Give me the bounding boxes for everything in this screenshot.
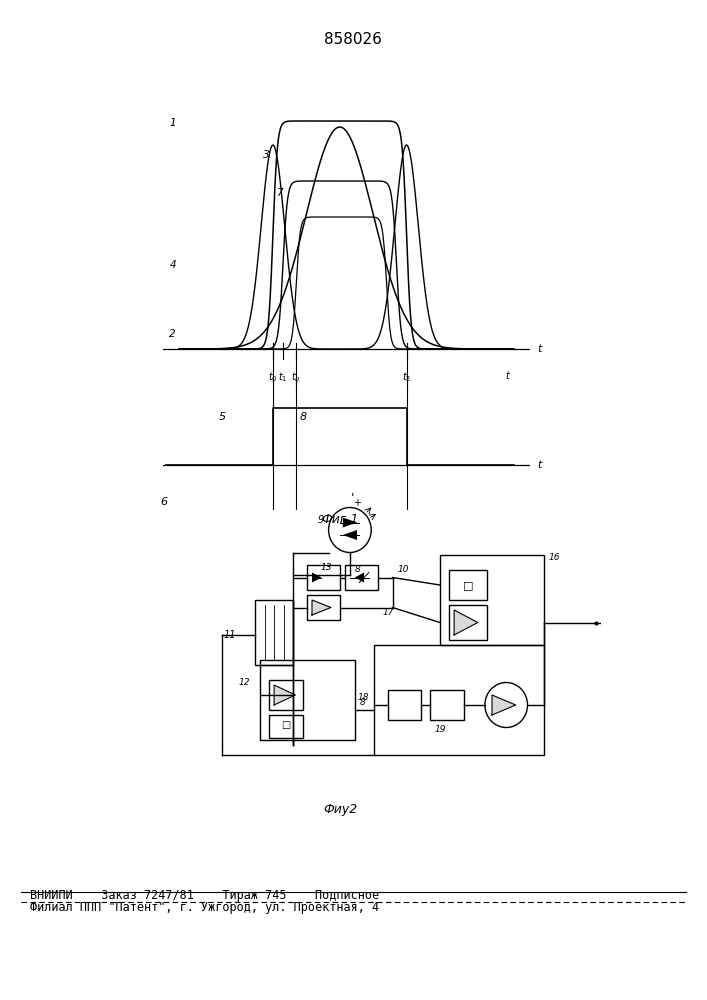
Bar: [255, 600, 293, 665]
Bar: [269, 680, 303, 710]
Polygon shape: [492, 695, 515, 715]
Text: 5: 5: [219, 412, 226, 422]
Text: 858026: 858026: [324, 32, 382, 47]
Text: 6: 6: [160, 497, 168, 507]
Text: Фиг.1: Фиг.1: [321, 513, 358, 526]
Polygon shape: [355, 572, 364, 582]
Bar: [388, 690, 421, 720]
Text: □: □: [463, 580, 474, 590]
Polygon shape: [312, 572, 322, 582]
Text: 16: 16: [549, 553, 561, 562]
Text: 13: 13: [320, 563, 332, 572]
Bar: [450, 570, 487, 600]
Bar: [450, 605, 487, 640]
Text: 1: 1: [170, 118, 176, 128]
Text: 17: 17: [383, 608, 395, 617]
Polygon shape: [312, 600, 331, 615]
Text: 8: 8: [300, 412, 307, 422]
Bar: [431, 690, 464, 720]
Text: 12: 12: [239, 678, 250, 687]
Text: t: t: [505, 371, 509, 381]
Bar: [440, 555, 544, 645]
Text: 7: 7: [276, 188, 283, 198]
Text: 18: 18: [357, 693, 369, 702]
Text: Фиу2: Фиу2: [323, 803, 357, 816]
Polygon shape: [343, 518, 357, 528]
Text: 10: 10: [397, 566, 409, 574]
Bar: [373, 645, 544, 755]
Text: $t_0$: $t_0$: [268, 371, 278, 384]
Text: ': ': [351, 492, 354, 506]
Text: 8: 8: [359, 698, 365, 707]
Text: $t_b$: $t_b$: [291, 371, 301, 384]
Text: 19: 19: [434, 726, 445, 734]
Bar: [308, 595, 341, 620]
Bar: [308, 565, 341, 590]
Bar: [260, 660, 355, 740]
Text: 8: 8: [355, 566, 361, 574]
Text: 2: 2: [170, 329, 176, 339]
Bar: [269, 715, 303, 738]
Text: 3: 3: [263, 150, 269, 160]
Text: 11: 11: [223, 630, 236, 640]
Text: t: t: [537, 344, 542, 354]
Text: 9: 9: [317, 515, 324, 525]
Polygon shape: [274, 685, 296, 705]
Bar: [345, 565, 378, 590]
Text: Филиал ППП "Патент", г. Ужгород, ул. Проектная, 4: Филиал ППП "Патент", г. Ужгород, ул. Про…: [30, 900, 379, 914]
Text: +: +: [353, 497, 361, 508]
Text: $t_1$: $t_1$: [279, 371, 288, 384]
Text: t: t: [537, 460, 542, 470]
Text: ВНИИПИ    Заказ 7247/81    Тираж 745    Подписное: ВНИИПИ Заказ 7247/81 Тираж 745 Подписное: [30, 890, 379, 902]
Text: 4: 4: [170, 260, 176, 270]
Polygon shape: [343, 530, 357, 540]
Text: $t_2$: $t_2$: [402, 371, 411, 384]
Polygon shape: [454, 610, 478, 635]
Text: □: □: [281, 720, 291, 730]
